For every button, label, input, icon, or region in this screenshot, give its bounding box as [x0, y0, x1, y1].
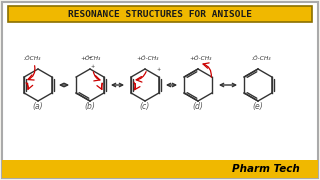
Text: +: +	[157, 67, 161, 72]
Text: +ÖCH₃: +ÖCH₃	[81, 56, 101, 61]
Text: :ÖCH₃: :ÖCH₃	[23, 56, 41, 61]
Text: (c): (c)	[140, 102, 150, 111]
Text: +: +	[91, 64, 95, 69]
Text: +Ö-CH₃: +Ö-CH₃	[190, 56, 212, 61]
FancyBboxPatch shape	[8, 6, 312, 22]
Text: RESONANCE STRUCTURES FOR ANISOLE: RESONANCE STRUCTURES FOR ANISOLE	[68, 10, 252, 19]
Text: +Ö-CH₃: +Ö-CH₃	[137, 56, 159, 61]
Text: :Ö-CH₃: :Ö-CH₃	[251, 56, 271, 61]
FancyBboxPatch shape	[2, 160, 318, 178]
Text: (b): (b)	[84, 102, 95, 111]
Text: (e): (e)	[252, 102, 263, 111]
FancyBboxPatch shape	[2, 2, 318, 178]
Text: Pharm Tech: Pharm Tech	[232, 164, 300, 174]
Text: (a): (a)	[33, 102, 43, 111]
Text: (d): (d)	[193, 102, 204, 111]
